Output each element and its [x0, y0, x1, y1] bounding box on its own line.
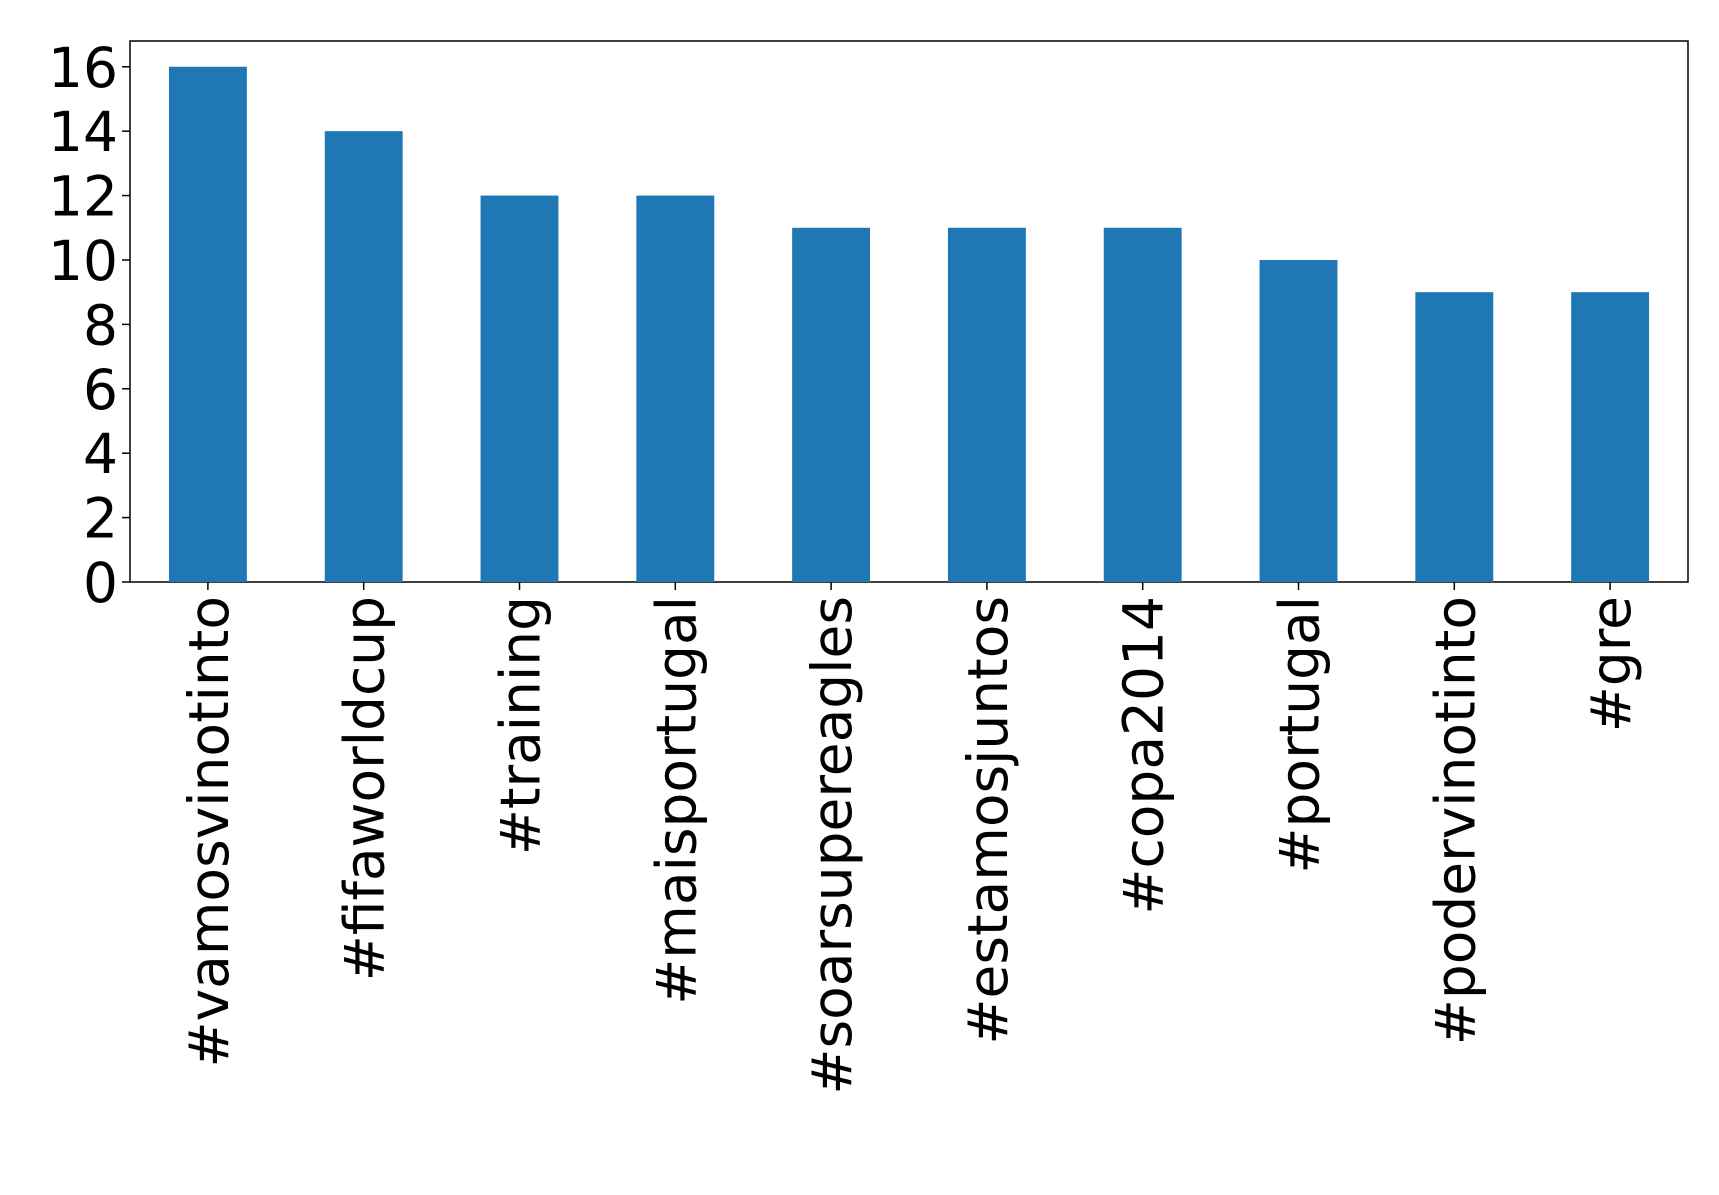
- y-tick-label: 14: [48, 100, 118, 164]
- y-tick-label: 16: [48, 36, 118, 100]
- y-tick-label: 10: [48, 229, 118, 293]
- bar: [792, 227, 871, 582]
- y-tick-label: 6: [83, 358, 118, 422]
- bar: [1415, 292, 1494, 582]
- x-tick-label: #gre: [1579, 596, 1643, 732]
- x-tick-label: #maisportugal: [644, 596, 708, 1005]
- y-tick-label: 8: [83, 293, 118, 357]
- bar: [947, 227, 1026, 582]
- x-tick-label: #copa2014: [1112, 596, 1176, 915]
- bar: [1571, 292, 1650, 582]
- y-tick-label: 0: [83, 551, 118, 615]
- x-tick-label: #soarsupereagles: [800, 596, 864, 1095]
- x-tick-label: #estamosjuntos: [956, 596, 1020, 1045]
- y-tick-label: 4: [83, 422, 118, 486]
- bar: [168, 66, 247, 582]
- bar: [1259, 259, 1338, 582]
- bar: [1103, 227, 1182, 582]
- plot-frame: [129, 40, 1689, 583]
- x-tick-label: #portugal: [1268, 596, 1332, 874]
- bar: [324, 131, 403, 582]
- x-tick-label: #training: [489, 596, 553, 855]
- bar: [636, 195, 715, 583]
- y-tick-label: 2: [83, 487, 118, 551]
- bar: [480, 195, 559, 583]
- y-tick-label: 12: [48, 165, 118, 229]
- x-tick-label: #fifaworldcup: [333, 596, 397, 981]
- x-tick-label: #podervinotinto: [1423, 596, 1487, 1045]
- x-tick-label: #vamosvinotinto: [177, 596, 241, 1067]
